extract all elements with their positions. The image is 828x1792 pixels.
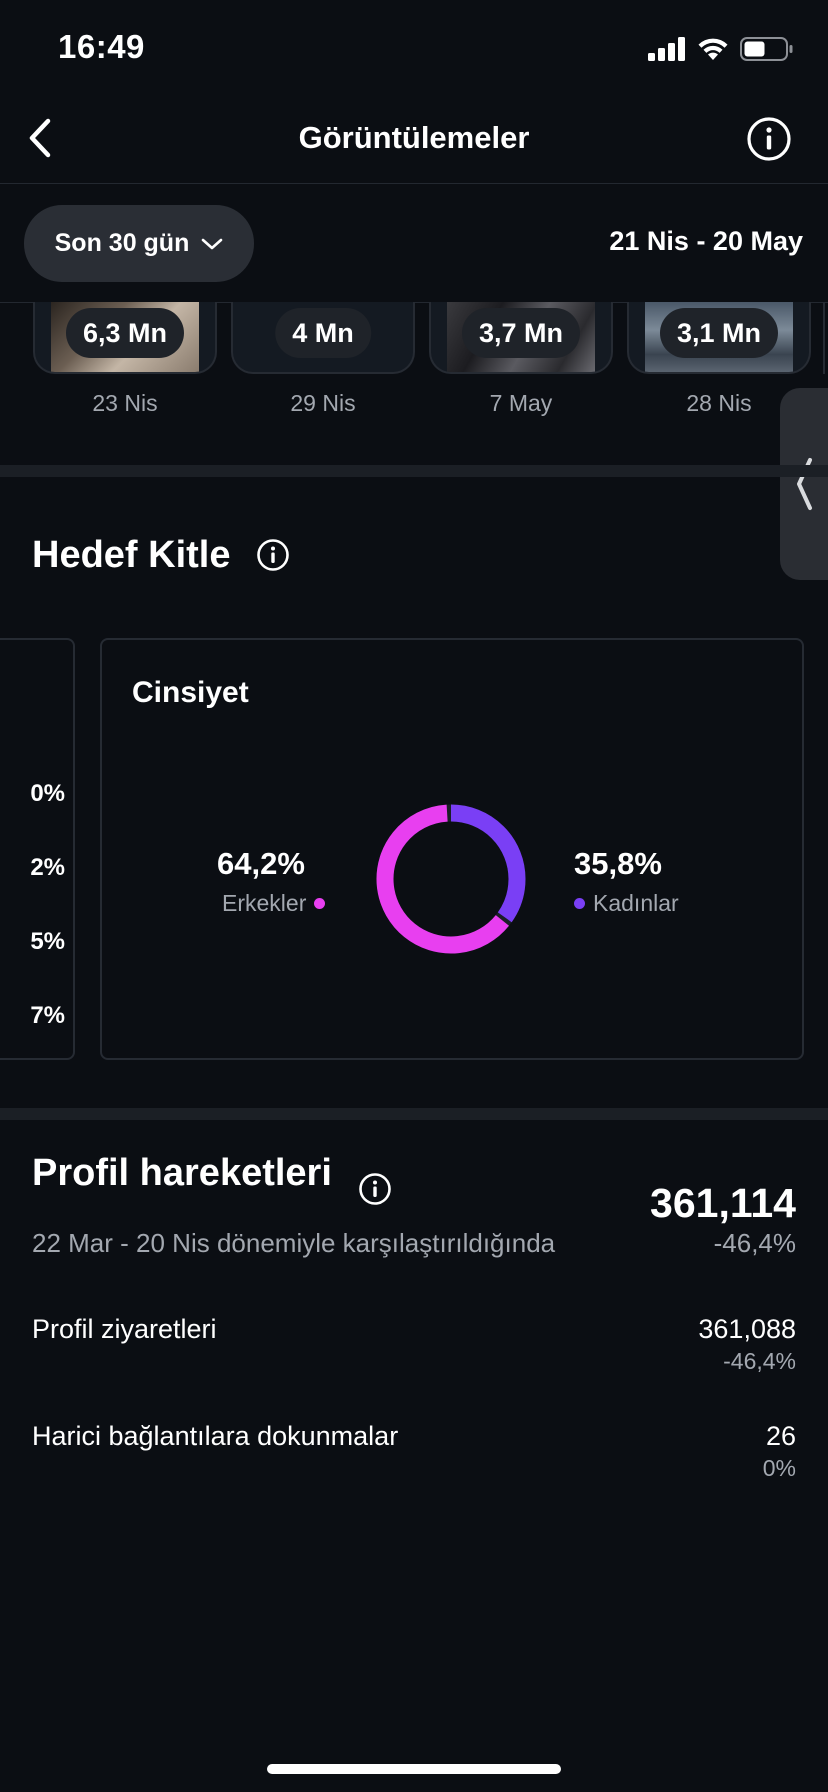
status-time: 16:49: [58, 28, 145, 65]
date-range: 21 Nis - 20 May: [609, 226, 803, 256]
info-icon[interactable]: [256, 538, 290, 572]
content-thumbnail-card[interactable]: 4 Mn: [231, 302, 415, 374]
view-count-badge: 3,7 Mn: [461, 308, 581, 358]
metric-value-profile-visits: 361,088: [698, 1314, 796, 1344]
metric-label-external-link-taps: Harici bağlantılara dokunmalar: [32, 1421, 399, 1451]
percentage-value: 7%: [30, 1002, 65, 1029]
info-button[interactable]: [746, 116, 792, 162]
men-percentage: 64,2%: [217, 846, 305, 881]
metric-value-external-link-taps: 26: [765, 1421, 796, 1451]
top-navigation-bar: Görüntülemeler: [0, 92, 828, 184]
women-percentage: 35,8%: [574, 846, 662, 881]
men-label: Erkekler: [222, 890, 307, 916]
audience-section-title: Hedef Kitle: [32, 534, 231, 576]
profile-actions-total: 361,114: [650, 1180, 796, 1226]
content-thumbnail-card[interactable]: 6,3 Mn: [33, 302, 217, 374]
comparison-period-text: 22 Mar - 20 Nis dönemiyle karşılaştırıld…: [32, 1228, 556, 1258]
percentage-value: 5%: [30, 928, 65, 955]
back-button[interactable]: [20, 114, 60, 162]
men-legend: Erkekler: [222, 890, 326, 917]
thumbnail-date: 28 Nis: [686, 390, 752, 416]
chevron-down-icon: [202, 238, 223, 249]
women-arc: [376, 804, 526, 954]
metric-change-profile-visits: -46,4%: [723, 1348, 796, 1374]
men-stat: 64,2%: [206, 846, 316, 882]
view-count-badge: 4 Mn: [275, 308, 371, 358]
section-divider: [0, 1108, 828, 1120]
women-stat: 35,8%: [574, 846, 662, 882]
content-thumbnail-card[interactable]: 3,7 Mn: [429, 302, 613, 374]
women-legend: Kadınlar: [574, 890, 679, 917]
status-icons: [648, 36, 794, 62]
chevron-left-icon: [29, 118, 51, 158]
gender-card-title: Cinsiyet: [132, 676, 249, 709]
view-count-badge: 6,3 Mn: [65, 308, 185, 358]
gender-donut-chart: [376, 804, 526, 954]
metric-label-profile-visits: Profil ziyaretleri: [32, 1314, 217, 1344]
page-title: Görüntülemeler: [298, 120, 530, 155]
thumbnail-date: 29 Nis: [290, 390, 356, 416]
period-dropdown[interactable]: Son 30 gün: [24, 205, 254, 282]
view-count-badge: 3,1 Mn: [659, 308, 779, 358]
cellular-signal-icon: [648, 37, 685, 61]
women-label: Kadınlar: [593, 890, 679, 916]
metric-change-external-link-taps: 0%: [762, 1455, 796, 1481]
home-indicator: [267, 1764, 561, 1774]
audience-card-partial[interactable]: 0% 2% 5% 7%: [0, 638, 75, 1060]
info-icon[interactable]: [358, 1172, 392, 1206]
thumbnail-date: 7 May: [489, 390, 553, 416]
section-divider: [0, 465, 828, 477]
wifi-icon: [698, 38, 728, 60]
content-thumbnail-card[interactable]: 3,1 Mn: [627, 302, 811, 374]
profile-actions-title: Profil hareketleri: [32, 1152, 332, 1194]
percentage-value: 0%: [30, 780, 65, 807]
thumbnail-date: 23 Nis: [92, 390, 158, 416]
period-label: Son 30 gün: [54, 229, 190, 257]
percentage-value: 2%: [30, 854, 65, 881]
profile-actions-total-change: -46,4%: [713, 1228, 796, 1258]
men-legend-dot: [314, 898, 326, 909]
content-thumbnail-card-partial[interactable]: [823, 302, 828, 374]
gender-card[interactable]: Cinsiyet 64,2% Erkekler 35,8% Kadınlar: [100, 638, 804, 1060]
women-legend-dot: [574, 898, 585, 909]
battery-icon: [740, 37, 793, 61]
side-panel-handle[interactable]: [780, 388, 828, 580]
